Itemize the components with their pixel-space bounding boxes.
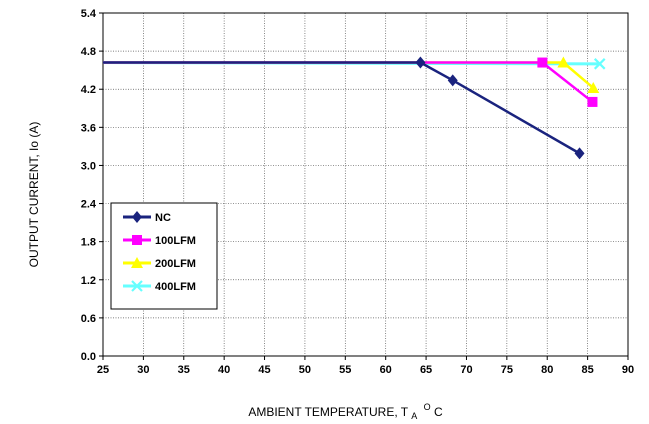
x-tick-label: 35 (178, 364, 190, 376)
y-tick-label: 4.2 (81, 84, 96, 96)
y-tick-label: 2.4 (81, 199, 97, 211)
data-point-marker (557, 56, 570, 68)
x-tick-label: 70 (460, 364, 472, 376)
x-axis-ticks: 25 30 35 40 45 50 55 60 65 70 75 80 85 90 (97, 356, 634, 376)
x-axis-title-superscript: O (424, 402, 431, 412)
legend-box (110, 202, 218, 310)
series-group (102, 56, 606, 160)
legend-swatch-marker (132, 235, 142, 245)
data-point-marker (587, 96, 598, 107)
y-axis-title: OUTPUT CURRENT, Io (A) (27, 122, 41, 268)
series-400lfm (102, 58, 606, 70)
x-axis-title-main: AMBIENT TEMPERATURE, T (248, 405, 408, 419)
legend-label: NC (155, 212, 171, 224)
y-tick-label: 0.6 (81, 313, 96, 325)
y-axis-ticks: 0.0 0.6 1.2 1.8 2.4 3.0 3.6 4.2 4.8 5.4 (81, 8, 103, 363)
x-tick-label: 75 (501, 364, 513, 376)
x-tick-label: 40 (218, 364, 230, 376)
series-line (103, 61, 595, 89)
legend: NC 100LFM 200LFM 400LFM (110, 202, 218, 310)
legend-swatch-marker (131, 280, 143, 292)
series-nc (103, 56, 585, 160)
data-point-marker (537, 57, 548, 68)
x-tick-label: 30 (137, 364, 149, 376)
data-point-marker (587, 81, 600, 93)
legend-swatch-marker (132, 211, 142, 223)
legend-label: 200LFM (155, 258, 196, 270)
legend-label: 400LFM (155, 281, 196, 293)
x-tick-label: 80 (541, 364, 553, 376)
data-point-marker (574, 147, 585, 160)
x-tick-label: 50 (299, 364, 311, 376)
x-tick-label: 65 (420, 364, 432, 376)
legend-label: 100LFM (155, 235, 196, 247)
y-tick-label: 0.0 (81, 351, 96, 363)
legend-swatch-marker (131, 257, 143, 268)
x-tick-label: 90 (622, 364, 634, 376)
data-point-marker (415, 56, 426, 69)
x-tick-label: 60 (380, 364, 392, 376)
series-line (103, 61, 594, 103)
y-tick-label: 1.2 (81, 275, 96, 287)
series-line (103, 61, 581, 155)
plot-area-frame (102, 12, 629, 357)
x-tick-label: 45 (258, 364, 270, 376)
x-axis-title-subscript: A (411, 411, 417, 421)
y-tick-label: 5.4 (81, 8, 97, 20)
x-axis-title: AMBIENT TEMPERATURE, T A O C (248, 399, 443, 422)
data-point-marker (447, 74, 458, 87)
y-tick-label: 3.6 (81, 122, 96, 134)
x-axis-title-unit: C (434, 405, 443, 419)
data-point-marker (593, 58, 606, 70)
y-tick-label: 3.0 (81, 160, 96, 172)
y-tick-label: 4.8 (81, 46, 96, 58)
x-tick-label: 85 (581, 364, 593, 376)
x-tick-label: 25 (97, 364, 109, 376)
x-tick-label: 55 (339, 364, 351, 376)
y-tick-label: 1.8 (81, 237, 96, 249)
